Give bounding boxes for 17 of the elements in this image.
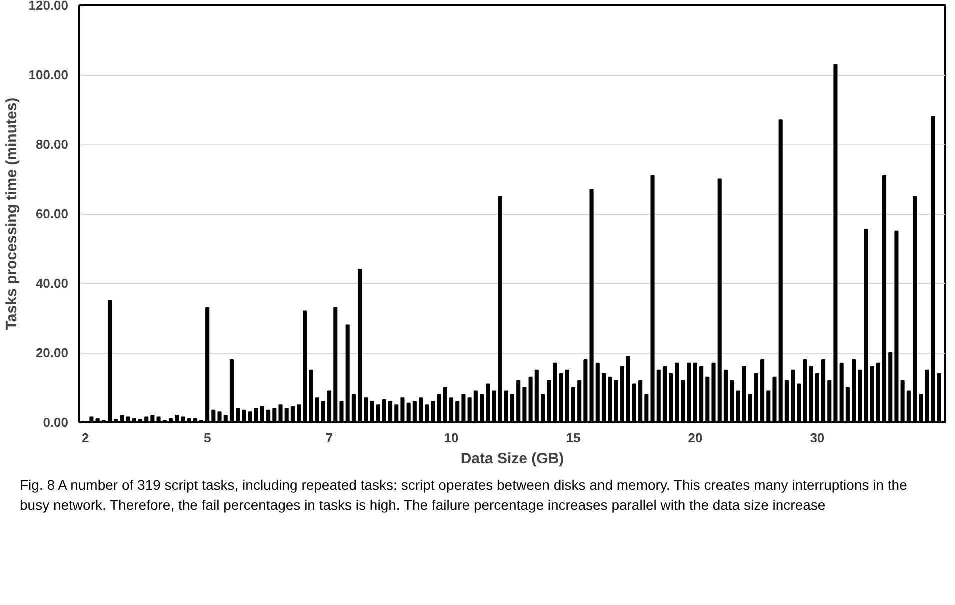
x-tick-label: 10 (444, 430, 459, 446)
y-tick-label: 120.00 (28, 0, 69, 13)
x-tick-label: 2 (82, 430, 90, 446)
y-tick-label: 60.00 (36, 206, 69, 222)
x-tick-label: 7 (326, 430, 334, 446)
y-tick-label: 100.00 (28, 68, 69, 82)
y-tick-label: 0.00 (43, 415, 69, 430)
x-tick-label: 30 (810, 430, 825, 446)
x-tick-label: 15 (566, 430, 581, 446)
y-axis-title: Tasks processing time (minutes) (4, 98, 21, 330)
caption: Fig. 8 A number of 319 script tasks, including repeated tasks: script operates between disks and memory. This creates many interruptions in the busy network. Therefore, the fail percentages in tasks is high. The failure percentage increases parallel with the data size increase (20, 476, 908, 515)
y-tick-label: 80.00 (36, 137, 69, 152)
y-tick-label: 20.00 (36, 346, 69, 360)
x-axis-title: Data Size (GB) (460, 450, 564, 468)
x-tick-label: 20 (688, 430, 703, 446)
y-tick-label: 40.00 (36, 276, 69, 291)
x-tick-label: 5 (204, 430, 212, 446)
